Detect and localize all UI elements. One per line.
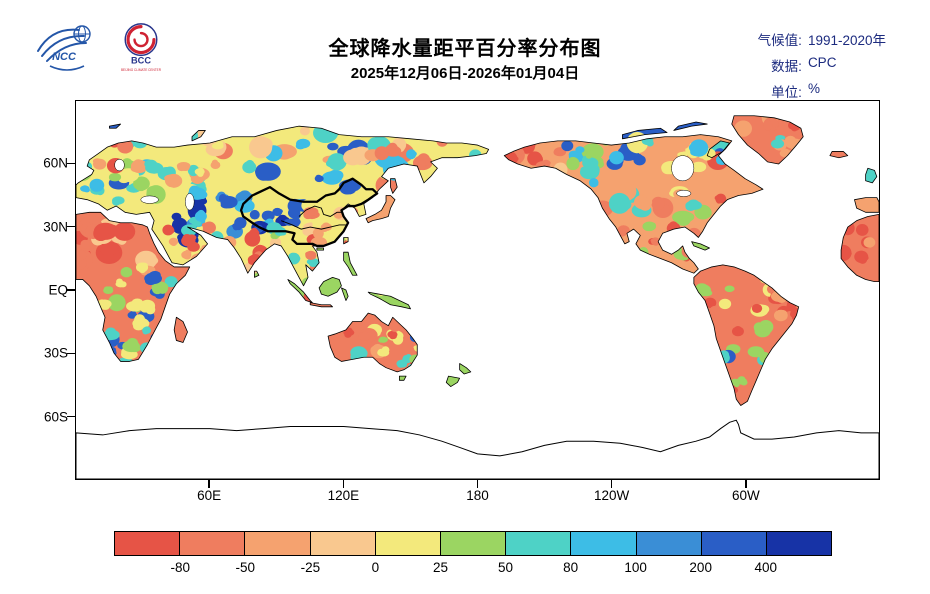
colorbar-label: 400 [754,560,777,575]
land-antarctica [76,419,879,479]
colorbar-segment [440,532,507,555]
bcc-logo: BCC BEIJING CLIMATE CENTER [121,23,162,72]
colorbar-segment [701,532,767,555]
page-subtitle: 2025年12月06日-2026年01月04日 [350,65,580,82]
colorbar-label: 80 [563,560,579,575]
colorbar [114,531,832,556]
lat-tick-label: 60S [43,409,68,425]
land-hainan [316,248,324,251]
china-border-outline [239,177,379,248]
lat-axis-tick [67,162,75,165]
world-map-canvas [76,115,879,479]
sea-great-lakes [676,189,692,197]
unit-label: 单位: [771,85,802,100]
colorbar-segment [245,532,311,555]
land-borneo [319,277,342,297]
sea-baltic-sea [114,158,125,172]
bcc-swirl-icon [126,25,156,55]
ncc-logo: NCC [37,25,91,71]
colorbar-segment [375,532,441,555]
climatology-value: 1991-2020年 [807,33,886,48]
lon-axis-tick [342,480,345,488]
lat-tick-label: EQ [48,282,68,298]
sea-caspian-sea [184,193,195,211]
land-uk [865,168,877,183]
lat-axis-tick [67,289,75,291]
colorbar-label: -50 [235,560,256,575]
page-title: 全球降水量距平百分率分布图 [328,38,602,60]
colorbar-label: -80 [170,560,191,575]
lon-tick-label: 120E [327,488,360,503]
lat-tick-label: 30S [43,345,68,361]
sea-black-sea [140,195,159,204]
land-japan [365,195,396,223]
lat-tick-label: 30N [43,219,68,235]
bcc-inner-swirl-icon [133,31,149,48]
colorbar-label: 200 [689,560,712,575]
bcc-logo-subtext: BEIJING CLIMATE CENTER [121,68,162,72]
lon-axis-tick [476,480,479,488]
lon-tick-label: 60E [197,488,222,503]
land-cuba [691,241,710,251]
lat-tick-label: 60N [43,155,68,171]
river-line [298,205,342,217]
ncc-globe-icon [73,25,91,43]
land-new-zealand-north [459,363,471,374]
land-new-zealand-south [446,376,460,387]
sea-hudson-bay [671,155,695,182]
lon-axis-tick [745,480,747,488]
bcc-logo-text: BCC [131,56,151,66]
ncc-logo-text: NCC [52,51,77,63]
land-madagascar [174,317,188,343]
colorbar-segment [636,532,702,555]
data-source-value: CPC [807,55,837,70]
coastlines [76,115,879,406]
colorbar-label: 25 [432,560,448,575]
colorbar-segment [506,532,572,555]
ncc-laurel-icon [49,65,85,71]
lon-tick-label: 180 [466,488,489,503]
lat-axis-tick [67,225,75,228]
colorbar-segment [180,532,246,555]
meta-block: 气候值: 1991-2020年 数据: CPC 单位: % [758,29,886,101]
lon-tick-label: 120W [594,488,630,503]
land-sulawesi [341,287,349,301]
colorbar-label: 50 [498,560,514,575]
colorbar-label: 0 [371,560,380,575]
lon-axis-tick [208,480,210,488]
bcc-circle-icon [124,23,158,57]
lon-axis-tick [610,480,613,488]
data-source-label: 数据: [771,59,802,74]
colorbar-segment [115,532,181,555]
logo-group: NCC BCC BEIJING CLIMATE CENTER [34,20,166,74]
unit-value: % [807,81,820,96]
land-iceland [829,151,848,158]
land-iberia [854,197,879,213]
colorbar-segment [571,532,637,555]
lon-tick-label: 60W [731,488,760,503]
lat-axis-tick [67,352,75,355]
river-line [281,220,346,230]
lat-axis-tick [67,415,75,418]
land-svalbard [109,124,121,129]
colorbar-label: 100 [624,560,647,575]
colorbar-segment [766,532,832,555]
world-map [75,100,880,480]
colorbar-segment [310,532,376,555]
climatology-label: 气候值: [757,33,802,48]
colorbar-label: -25 [300,560,321,575]
